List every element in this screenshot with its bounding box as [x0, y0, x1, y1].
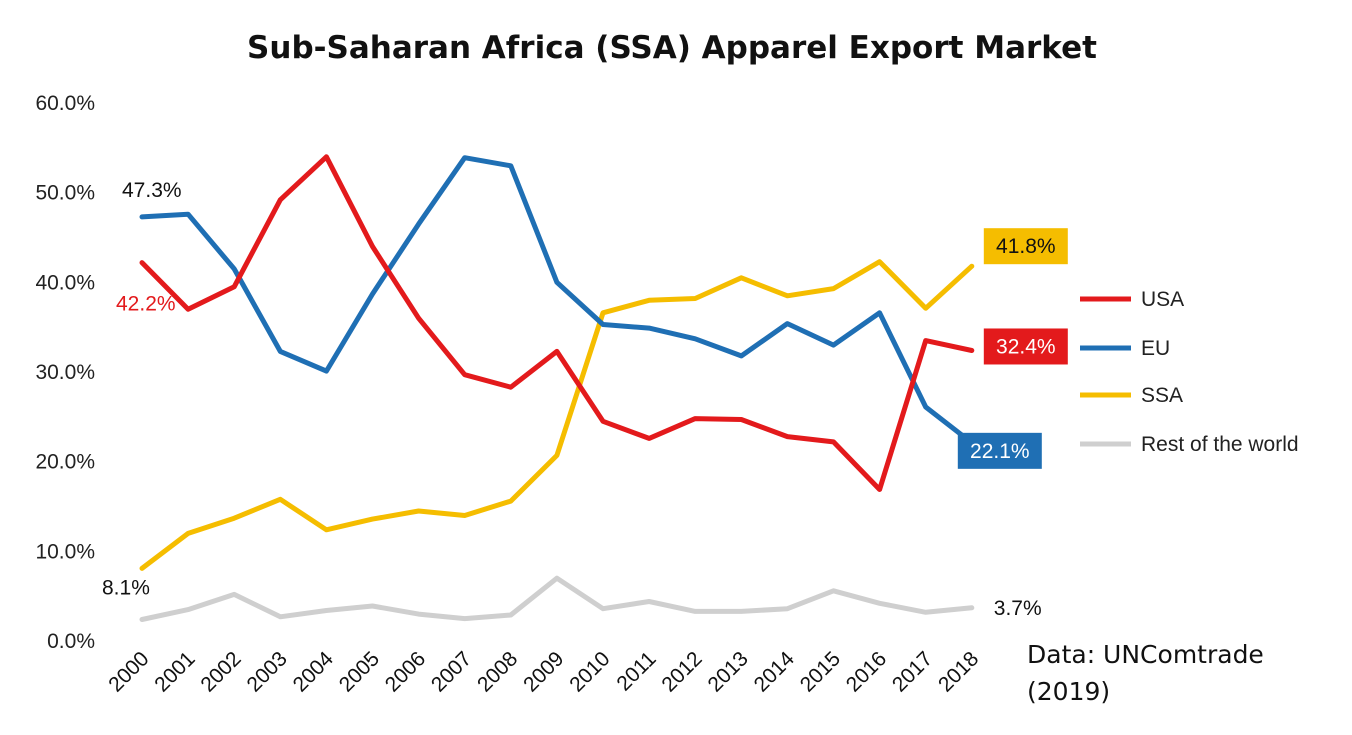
y-tick-label: 20.0%: [35, 451, 95, 474]
source-line-1: Data: UNComtrade: [1027, 640, 1264, 669]
data-label-eu: 22.1%: [970, 440, 1030, 463]
x-tick-label: 2018: [934, 647, 983, 696]
source-line-2: (2019): [1027, 677, 1110, 706]
x-tick-label: 2007: [427, 647, 476, 696]
legend-label-ssa: SSA: [1141, 384, 1183, 407]
x-tick-label: 2003: [243, 647, 292, 696]
data-label-box-ssa: [983, 228, 1068, 265]
data-label-box-usa: [983, 328, 1068, 365]
x-tick-label: 2001: [150, 647, 199, 696]
series-lines: [139, 154, 975, 622]
x-tick-label: 2004: [289, 647, 339, 697]
series-line-usa: [139, 154, 975, 492]
series-line-rest-of-the-world: [139, 575, 975, 622]
x-tick-label: 2009: [519, 647, 568, 696]
x-tick-label: 2012: [657, 647, 706, 696]
legend-label-rest-of-the-world: Rest of the world: [1141, 433, 1299, 456]
x-tick-label: 2013: [704, 647, 753, 696]
x-tick-label: 2006: [381, 647, 430, 696]
legend: USA EU SSA Rest of the world: [1080, 288, 1299, 456]
x-tick-label: 2002: [196, 647, 245, 696]
x-tick-label: 2015: [796, 647, 845, 696]
chart-title: Sub-Saharan Africa (SSA) Apparel Export …: [247, 30, 1097, 66]
x-tick-label: 2010: [565, 647, 614, 696]
legend-label-usa: USA: [1141, 288, 1184, 311]
x-tick-label: 2000: [104, 647, 153, 696]
data-label-usa: 42.2%: [116, 293, 176, 316]
x-tick-label: 2008: [473, 647, 522, 696]
data-label-box-eu: [957, 432, 1042, 469]
y-tick-label: 50.0%: [35, 182, 95, 205]
x-tick-label: 2011: [612, 647, 660, 695]
y-tick-label: 30.0%: [35, 361, 95, 384]
data-label-rest-of-the-world: 3.7%: [994, 597, 1042, 620]
data-label-ssa: 8.1%: [102, 576, 150, 599]
y-tick-label: 10.0%: [35, 540, 95, 563]
y-tick-label: 60.0%: [35, 92, 95, 115]
x-tick-label: 2014: [750, 647, 800, 697]
legend-label-eu: EU: [1141, 337, 1170, 360]
x-tick-label: 2005: [335, 647, 384, 696]
y-tick-label: 0.0%: [47, 630, 95, 653]
x-axis: 2000200120022003200420052006200720082009…: [104, 647, 983, 697]
series-line-eu: [139, 155, 975, 446]
data-label-usa: 32.4%: [996, 335, 1056, 358]
series-line-ssa: [139, 259, 975, 571]
y-tick-label: 40.0%: [35, 271, 95, 294]
y-axis: 0.0% 10.0% 20.0% 30.0% 40.0% 50.0% 60.0%: [35, 92, 95, 653]
x-tick-label: 2016: [842, 647, 891, 696]
data-label-eu: 47.3%: [122, 179, 182, 202]
data-labels: 47.3% 42.2% 8.1% 41.8% 32.4% 22.1% 3.7%: [102, 179, 1068, 620]
x-tick-label: 2017: [888, 647, 937, 696]
data-label-ssa: 41.8%: [996, 235, 1056, 258]
